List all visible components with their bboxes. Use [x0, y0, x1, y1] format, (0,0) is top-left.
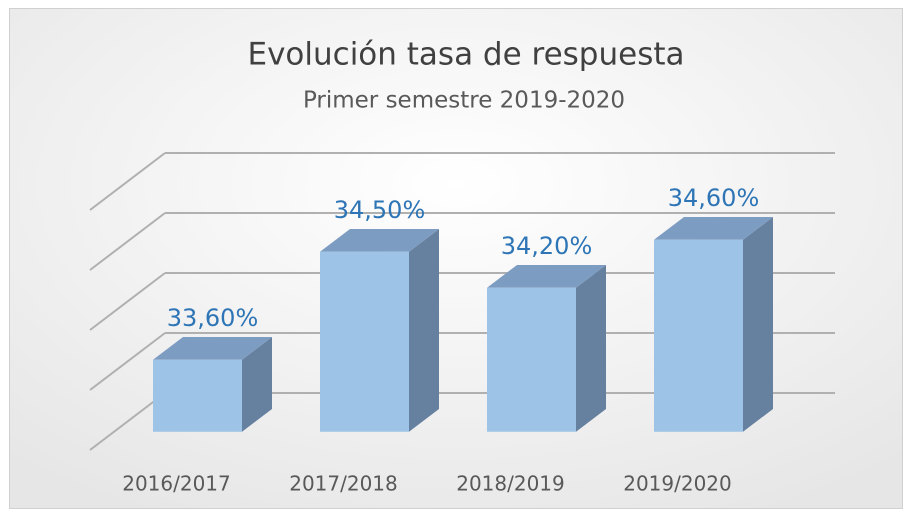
data-label: 34,60%: [668, 184, 760, 212]
data-label: 34,50%: [334, 196, 426, 224]
x-tick-label: 2016/2017: [122, 472, 231, 496]
grid-line-side: [89, 272, 166, 331]
x-tick-label: 2019/2020: [623, 472, 732, 496]
data-label: 34,20%: [501, 232, 593, 260]
grid-line-side: [89, 332, 166, 391]
bar: [487, 287, 576, 432]
data-label: 33,60%: [167, 304, 259, 332]
x-tick-label: 2018/2019: [456, 472, 565, 496]
bar-top: [487, 264, 606, 288]
chart-subtitle: Primer semestre 2019-2020: [303, 88, 625, 114]
bar-side: [576, 264, 606, 432]
bar-top: [320, 228, 439, 252]
grid-line-side: [89, 152, 166, 211]
bar-side: [242, 336, 272, 432]
grid-line-side: [89, 392, 166, 451]
bar-top: [654, 216, 773, 240]
bar: [654, 239, 743, 432]
bar-top: [153, 336, 272, 360]
chart-title: Evolución tasa de respuesta: [247, 37, 684, 73]
bar-side: [743, 216, 773, 432]
bar-side: [409, 228, 439, 432]
x-tick-label: 2017/2018: [289, 472, 398, 496]
bar: [153, 359, 242, 432]
grid-line-side: [89, 212, 166, 271]
bar: [320, 251, 409, 432]
